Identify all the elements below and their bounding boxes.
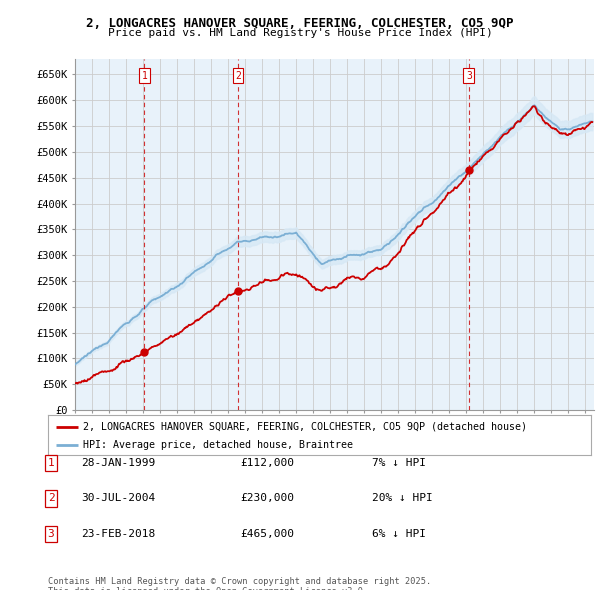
Text: 1: 1 <box>47 458 55 468</box>
Text: £465,000: £465,000 <box>240 529 294 539</box>
Text: Contains HM Land Registry data © Crown copyright and database right 2025.
This d: Contains HM Land Registry data © Crown c… <box>48 577 431 590</box>
Text: £230,000: £230,000 <box>240 493 294 503</box>
Text: £112,000: £112,000 <box>240 458 294 468</box>
Text: 3: 3 <box>47 529 55 539</box>
Text: 28-JAN-1999: 28-JAN-1999 <box>81 458 155 468</box>
Text: 3: 3 <box>466 71 472 80</box>
Text: HPI: Average price, detached house, Braintree: HPI: Average price, detached house, Brai… <box>83 441 353 450</box>
Text: 23-FEB-2018: 23-FEB-2018 <box>81 529 155 539</box>
Text: 2: 2 <box>47 493 55 503</box>
Text: 7% ↓ HPI: 7% ↓ HPI <box>372 458 426 468</box>
Text: Price paid vs. HM Land Registry's House Price Index (HPI): Price paid vs. HM Land Registry's House … <box>107 28 493 38</box>
Text: 20% ↓ HPI: 20% ↓ HPI <box>372 493 433 503</box>
Text: 30-JUL-2004: 30-JUL-2004 <box>81 493 155 503</box>
Text: 1: 1 <box>142 71 148 80</box>
Text: 6% ↓ HPI: 6% ↓ HPI <box>372 529 426 539</box>
Text: 2, LONGACRES HANOVER SQUARE, FEERING, COLCHESTER, CO5 9QP: 2, LONGACRES HANOVER SQUARE, FEERING, CO… <box>86 17 514 30</box>
Text: 2: 2 <box>235 71 241 80</box>
Text: 2, LONGACRES HANOVER SQUARE, FEERING, COLCHESTER, CO5 9QP (detached house): 2, LONGACRES HANOVER SQUARE, FEERING, CO… <box>83 422 527 432</box>
